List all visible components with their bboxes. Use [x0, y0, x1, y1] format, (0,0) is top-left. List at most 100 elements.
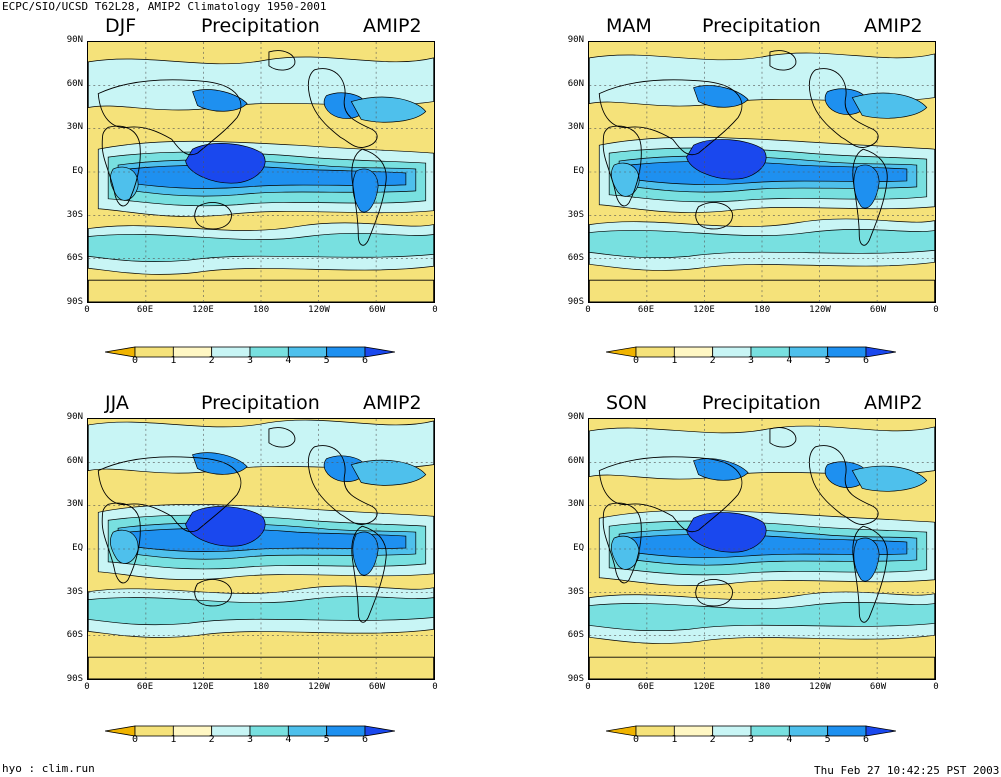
coastline-1 — [351, 525, 387, 623]
lat-label-jja-6: 90S — [66, 674, 83, 684]
colorbar-label-mam-6: 6 — [862, 355, 870, 366]
lon-label-djf-0: 0 — [84, 305, 90, 315]
colorbar-label-son-4: 4 — [786, 734, 793, 745]
coastline-2 — [598, 456, 743, 533]
precip-field-jja — [88, 419, 434, 679]
colorbar-max-arrow — [364, 346, 396, 358]
panel-mam-variable: Precipitation — [702, 15, 821, 37]
lon-label-jja-4: 120W — [308, 682, 330, 692]
coastline-1 — [852, 525, 888, 623]
precip-field-mam — [589, 42, 935, 302]
coastline-0 — [808, 445, 879, 525]
precip-contours-son — [589, 425, 935, 644]
lat-label-mam-5: 60S — [567, 253, 584, 264]
panel-jja-variable: Precipitation — [201, 392, 320, 414]
colorbar-label-djf-5: 5 — [323, 355, 330, 366]
lat-label-jja-4: 30S — [66, 586, 83, 597]
coastline-2 — [598, 79, 743, 156]
colorbar-son — [605, 722, 897, 737]
coastline-2 — [97, 79, 242, 156]
lon-label-mam-4: 120W — [809, 305, 831, 315]
panel-jja-model: AMIP2 — [363, 392, 422, 414]
lon-label-son-6: 0 — [933, 682, 939, 692]
graticule-son — [589, 419, 935, 679]
lat-label-son-5: 60S — [567, 630, 584, 641]
map-panel-jja — [87, 418, 435, 680]
coastline-4 — [194, 202, 232, 230]
lon-label-jja-1: 60E — [136, 682, 154, 692]
colorbar-label-mam-2: 2 — [709, 355, 716, 366]
lon-label-djf-2: 120E — [192, 305, 214, 315]
coastline-1 — [351, 148, 387, 246]
lon-label-mam-6: 0 — [933, 305, 939, 315]
colorbar-jja — [104, 722, 396, 737]
colorbar-label-jja-6: 6 — [361, 734, 369, 745]
map-panel-mam — [588, 41, 936, 303]
colorbar-label-jja-4: 4 — [285, 734, 292, 745]
colorbar-label-son-3: 3 — [747, 734, 755, 745]
lat-label-mam-2: 30N — [567, 122, 584, 133]
lat-label-son-6: 90S — [567, 674, 584, 684]
panel-son-variable: Precipitation — [702, 392, 821, 414]
colorbar-mam — [605, 343, 897, 358]
lat-label-mam-3: EQ — [573, 166, 584, 176]
precip-region-12 — [109, 166, 139, 201]
lat-label-jja-5: 60S — [66, 630, 83, 641]
coastline-1 — [852, 148, 888, 246]
lat-label-son-4: 30S — [567, 586, 584, 597]
colorbar-label-djf-3: 3 — [246, 355, 254, 366]
lat-label-jja-1: 60N — [66, 455, 83, 466]
coastline-3 — [101, 502, 141, 584]
precip-region-7 — [686, 139, 767, 180]
lon-label-jja-6: 0 — [432, 682, 438, 692]
lat-label-jja-0: 90N — [66, 412, 83, 422]
panel-son-season: SON — [606, 392, 648, 414]
lat-label-son-0: 90N — [567, 412, 584, 422]
lon-label-son-2: 120E — [693, 682, 715, 692]
lat-label-son-3: EQ — [573, 543, 584, 553]
footer-timestamp: Thu Feb 27 10:42:25 PST 2003 — [814, 764, 1000, 777]
colorbar-label-mam-3: 3 — [747, 355, 755, 366]
lat-label-djf-4: 30S — [66, 209, 83, 220]
coastline-3 — [602, 125, 642, 207]
colorbar-djf — [104, 343, 396, 358]
colorbar-label-jja-2: 2 — [208, 734, 215, 745]
colorbar-label-son-2: 2 — [709, 734, 716, 745]
colorbar-label-son-5: 5 — [824, 734, 831, 745]
precip-region-12 — [109, 529, 139, 564]
colorbar-label-jja-1: 1 — [170, 734, 177, 745]
coastline-6 — [268, 427, 296, 448]
colorbar-label-jja-3: 3 — [246, 734, 254, 745]
lat-label-son-2: 30N — [567, 499, 584, 510]
lon-label-jja-3: 180 — [252, 682, 270, 692]
precip-region-9 — [350, 96, 427, 123]
colorbar-label-mam-0: 0 — [632, 355, 640, 366]
lon-label-son-5: 60W — [869, 682, 887, 692]
lon-label-mam-2: 120E — [693, 305, 715, 315]
coastline-6 — [769, 50, 797, 71]
coastline-0 — [307, 68, 378, 148]
precip-contours-jja — [88, 419, 434, 638]
coastline-0 — [808, 68, 879, 148]
precip-region-10 — [693, 458, 749, 481]
colorbar-max-arrow — [865, 346, 897, 358]
lat-label-djf-2: 30N — [66, 122, 83, 133]
lat-label-mam-4: 30S — [567, 209, 584, 220]
colorbar-label-mam-4: 4 — [786, 355, 793, 366]
lat-label-mam-6: 90S — [567, 297, 584, 307]
colorbar-max-arrow — [865, 725, 897, 737]
colorbar-label-djf-0: 0 — [131, 355, 139, 366]
precip-region-11 — [352, 168, 379, 213]
panel-mam-model: AMIP2 — [864, 15, 923, 37]
lon-label-son-4: 120W — [809, 682, 831, 692]
precip-field-djf — [88, 42, 434, 302]
lat-label-son-1: 60N — [567, 455, 584, 466]
colorbar-label-djf-1: 1 — [170, 355, 177, 366]
lon-label-mam-1: 60E — [637, 305, 655, 315]
lat-label-djf-6: 90S — [66, 297, 83, 307]
colorbar-label-son-1: 1 — [671, 734, 678, 745]
lat-label-djf-3: EQ — [72, 166, 83, 176]
precip-region-9 — [851, 465, 928, 492]
panel-son-model: AMIP2 — [864, 392, 923, 414]
lon-label-son-0: 0 — [585, 682, 591, 692]
